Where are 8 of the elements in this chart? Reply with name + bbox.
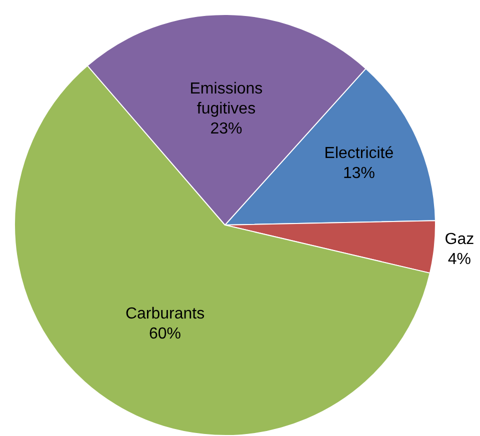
slice-label: Electricité (324, 145, 394, 162)
data-label: 23% (210, 120, 242, 138)
slice-label: Carburants (125, 305, 205, 322)
data-label: 4% (448, 251, 472, 268)
slice-label: Gaz (444, 231, 474, 248)
data-label: 13% (342, 165, 375, 182)
data-label: 60% (149, 325, 182, 342)
slice-label: Emissions fugitives (190, 80, 263, 118)
